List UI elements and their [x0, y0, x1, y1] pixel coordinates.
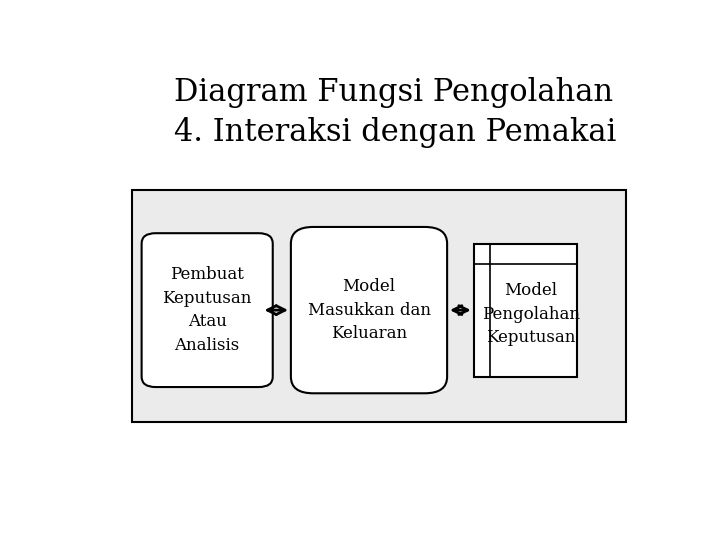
FancyBboxPatch shape: [142, 233, 273, 387]
Bar: [132, 190, 626, 422]
Bar: [474, 244, 577, 377]
Text: Model
Pengolahan
Keputusan: Model Pengolahan Keputusan: [482, 282, 580, 346]
Text: Diagram Fungsi Pengolahan
4. Interaksi dengan Pemakai: Diagram Fungsi Pengolahan 4. Interaksi d…: [174, 77, 616, 147]
Text: Pembuat
Keputusan
Atau
Analisis: Pembuat Keputusan Atau Analisis: [163, 266, 252, 354]
FancyBboxPatch shape: [291, 227, 447, 393]
Text: Model
Masukkan dan
Keluaran: Model Masukkan dan Keluaran: [307, 278, 431, 342]
